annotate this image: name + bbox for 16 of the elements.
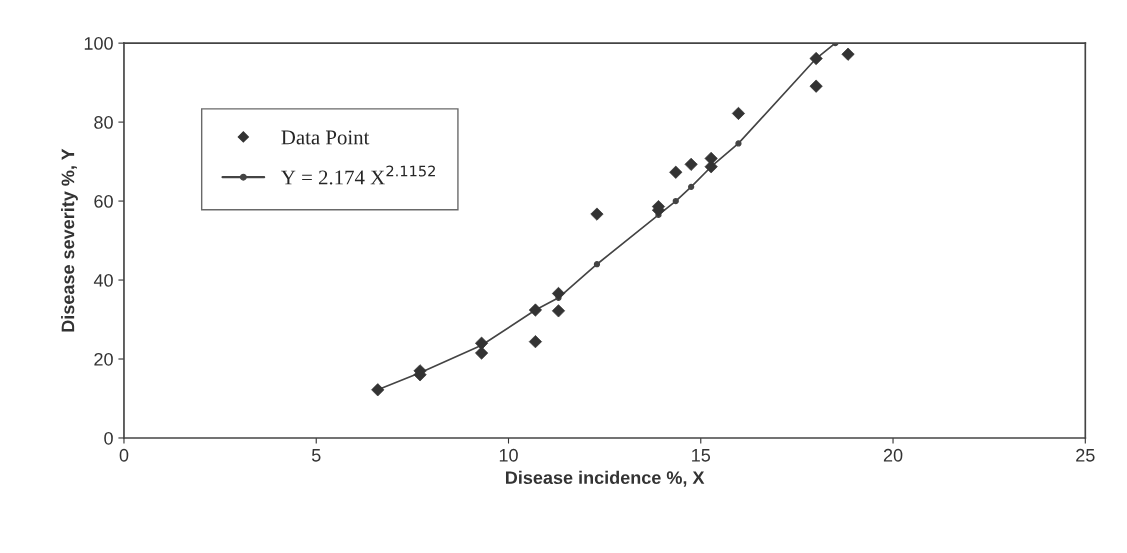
y-tick-label: 60: [94, 195, 113, 208]
legend-label: Y = 2.174 X$^{2.1152}$: [281, 165, 435, 185]
x-axis-title: Disease incidence %, X: [505, 470, 705, 487]
y-tick-label: 100: [84, 37, 113, 50]
legend-label: Data Point: [281, 130, 370, 145]
y-tick-label: 40: [93, 273, 113, 287]
x-tick-label: 5: [311, 449, 321, 462]
y-tick-label: 0: [104, 431, 113, 445]
y-tick-label: 20: [94, 352, 113, 366]
y-tick-label: 80: [94, 116, 113, 129]
x-tick-label: 0: [119, 448, 129, 462]
x-tick-label: 20: [883, 448, 903, 462]
x-tick-label: 15: [692, 449, 711, 462]
x-tick-label: 10: [499, 448, 518, 462]
x-tick-label: 25: [1076, 448, 1095, 462]
y-axis-title: Disease severity %, Y: [61, 148, 78, 332]
